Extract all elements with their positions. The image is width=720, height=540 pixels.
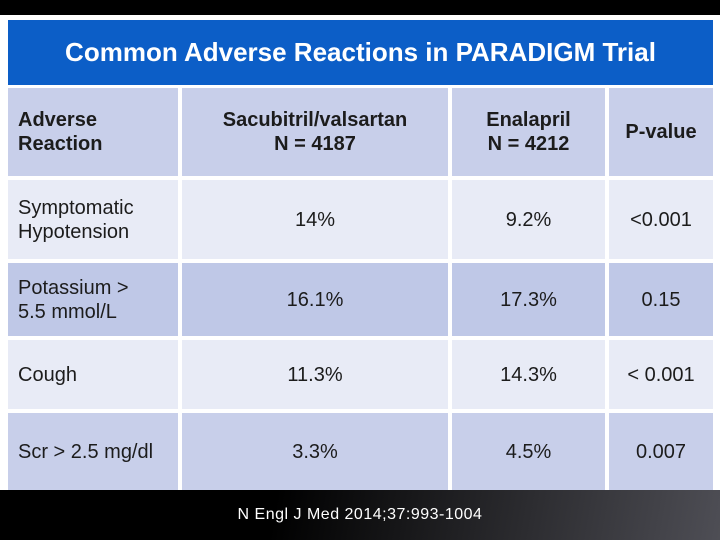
row-1-p-value: 0.15 (609, 263, 713, 336)
row-3-enalapril-value: 4.5% (452, 413, 605, 490)
row-0-enalapril-value: 9.2% (452, 180, 605, 259)
row-1-enalapril-value: 17.3% (452, 263, 605, 336)
slide-title: Common Adverse Reactions in PARADIGM Tri… (65, 37, 656, 67)
row-2-label: Cough (8, 340, 178, 409)
header-sacubitril-valsartan: Sacubitril/valsartan N = 4187 (182, 88, 448, 176)
row-3-label: Scr > 2.5 mg/dl (8, 413, 178, 490)
row-2-sacubitril-value: 11.3% (182, 340, 448, 409)
citation-bar: N Engl J Med 2014;37:993-1004 (0, 490, 720, 540)
row-2-p-value: < 0.001 (609, 340, 713, 409)
header-p-value: P-value (609, 88, 713, 176)
header-enalapril: Enalapril N = 4212 (452, 88, 605, 176)
row-0-p-value: <0.001 (609, 180, 713, 259)
row-0-label: Symptomatic Hypotension (8, 180, 178, 259)
top-black-bar (0, 0, 720, 15)
row-3-p-value: 0.007 (609, 413, 713, 490)
adverse-reactions-table: Adverse Reaction Sacubitril/valsartan N … (8, 88, 713, 490)
header-adverse-reaction: Adverse Reaction (8, 88, 178, 176)
citation-text: N Engl J Med 2014;37:993-1004 (237, 506, 483, 523)
row-1-label: Potassium > 5.5 mmol/L (8, 263, 178, 336)
row-0-sacubitril-value: 14% (182, 180, 448, 259)
row-2-enalapril-value: 14.3% (452, 340, 605, 409)
row-1-sacubitril-value: 16.1% (182, 263, 448, 336)
row-3-sacubitril-value: 3.3% (182, 413, 448, 490)
slide-title-bar: Common Adverse Reactions in PARADIGM Tri… (8, 20, 713, 85)
